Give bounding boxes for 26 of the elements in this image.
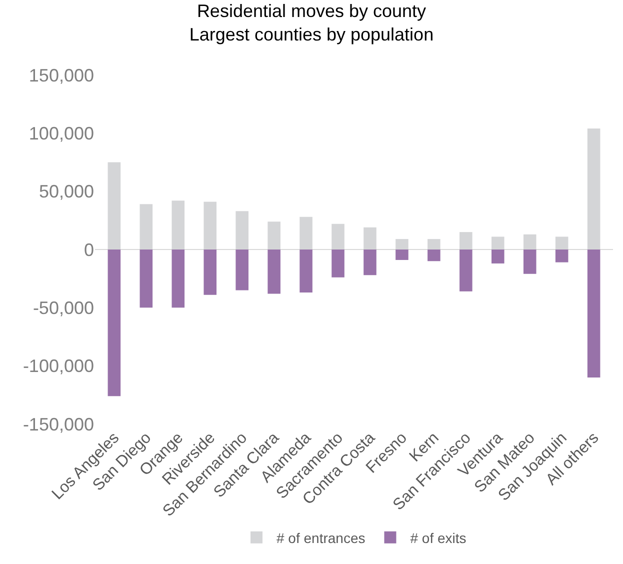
bar [300,250,312,293]
y-tick-label: 100,000 [28,123,94,144]
bar [587,250,600,378]
bar [428,250,440,262]
y-tick-label: -50,000 [32,298,94,318]
y-tick-label: 0 [84,240,94,260]
bar [108,250,121,396]
bar [268,250,280,294]
legend-label: # of exits [410,530,466,546]
bar [491,250,504,264]
chart-title: Residential moves by county Largest counties by population [189,0,434,44]
bar [332,250,344,278]
bar [204,250,217,295]
bar [555,250,568,262]
bar [460,250,472,292]
y-tick-label: -100,000 [22,356,94,376]
bar [236,250,248,290]
y-tick-label: 50,000 [38,182,94,202]
bar [364,250,376,276]
bar [140,250,153,308]
bar [396,250,408,260]
bar [523,250,536,274]
bar [172,250,185,308]
y-tick-label: 150,000 [28,65,94,86]
y-tick-label: -150,000 [22,414,94,434]
legend-label: # of entrances [276,530,366,546]
